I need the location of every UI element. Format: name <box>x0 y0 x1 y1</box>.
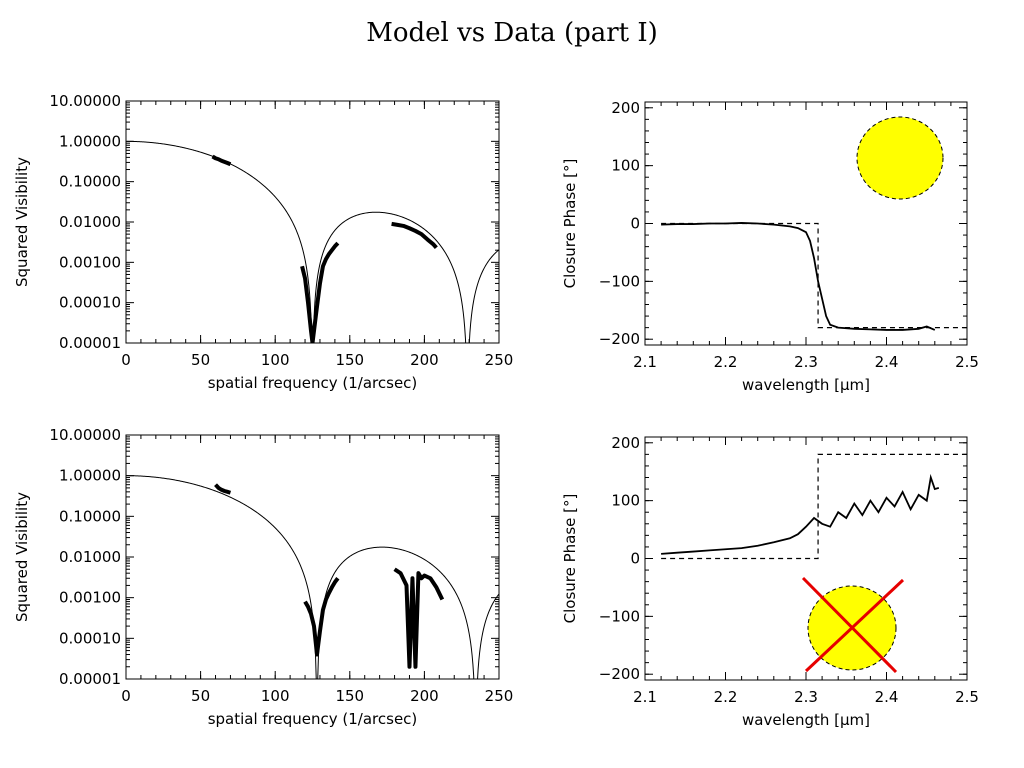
y-tick-label: −200 <box>599 330 640 348</box>
x-tick-label: 2.5 <box>955 688 979 706</box>
plot-frame <box>125 100 500 344</box>
y-tick-label: 10.00000 <box>49 92 121 110</box>
series-model-line <box>661 453 967 560</box>
y-axis-label: Closure Phase [°] <box>561 159 579 289</box>
series-data-segment <box>303 577 340 657</box>
x-tick-label: 2.1 <box>633 353 657 371</box>
y-axis-label: Closure Phase [°] <box>561 494 579 624</box>
x-tick-label: 2.4 <box>875 688 899 706</box>
y-tick-label: 0.00010 <box>59 294 121 312</box>
series-data-segment <box>211 154 232 167</box>
y-tick-label: 0.01000 <box>59 548 121 566</box>
series-data-line <box>661 473 940 555</box>
y-tick-label: 0 <box>630 550 640 568</box>
x-tick-label: 150 <box>335 351 364 369</box>
y-tick-label: 10.00000 <box>49 426 121 444</box>
y-tick-label: 0.10000 <box>59 173 121 191</box>
x-axis-label: wavelength [μm] <box>742 376 870 394</box>
y-tick-label: 0 <box>630 215 640 233</box>
x-axis-label: wavelength [μm] <box>742 711 870 729</box>
slide-title: Model vs Data (part I) <box>366 18 658 48</box>
x-tick-label: 150 <box>335 687 364 705</box>
y-tick-label: 200 <box>611 434 640 452</box>
red-cross-icon <box>804 578 905 673</box>
red-cross-icon <box>801 576 898 674</box>
y-tick-label: 1.00000 <box>59 132 121 150</box>
x-tick-label: 250 <box>485 351 514 369</box>
chart-cp-top: 2.1 2.2 2.3 2.4 2.5 −200 −100 0 100 200 wavelength… <box>561 99 979 394</box>
chart-vis-bottom: 0 50 100 150 200 250 0.00001 0.00010 0.00100 0.01… <box>13 426 513 728</box>
series-data-segment <box>393 567 445 669</box>
x-tick-label: 50 <box>191 687 210 705</box>
x-axis-label: spatial frequency (1/arcsec) <box>208 374 418 392</box>
x-tick-label: 2.2 <box>714 353 738 371</box>
x-tick-label: 2.1 <box>633 688 657 706</box>
y-tick-label: 0.00100 <box>59 253 121 271</box>
x-tick-label: 200 <box>410 687 439 705</box>
x-tick-label: 0 <box>121 687 131 705</box>
series-model-line <box>661 222 967 329</box>
x-tick-label: 2.3 <box>794 353 818 371</box>
series-data-segment <box>391 221 438 250</box>
y-tick-label: 0.00001 <box>59 670 121 688</box>
y-tick-label: 0.00010 <box>59 629 121 647</box>
y-tick-label: 100 <box>611 492 640 510</box>
y-tick-label: 0.00100 <box>59 589 121 607</box>
x-tick-label: 100 <box>261 687 290 705</box>
series-data-segment <box>300 241 340 343</box>
x-tick-label: 100 <box>261 351 290 369</box>
chart-cp-bottom: 2.1 2.2 2.3 2.4 2.5 −200 −100 0 100 200 wavelength… <box>561 434 979 729</box>
y-tick-label: −100 <box>599 607 640 625</box>
y-tick-label: 0.10000 <box>59 507 121 525</box>
chart-vis-top: 0 50 100 150 200 250 0.00001 0.00010 0.00100 0.01… <box>13 92 513 392</box>
x-tick-label: 200 <box>410 351 439 369</box>
y-tick-label: 100 <box>611 157 640 175</box>
y-tick-label: −100 <box>599 272 640 290</box>
series-model-curve <box>126 140 499 343</box>
uniform-disk-icon <box>856 116 944 200</box>
x-tick-label: 2.5 <box>955 353 979 371</box>
y-tick-label: 0.00001 <box>59 334 121 352</box>
x-tick-label: 2.3 <box>794 688 818 706</box>
x-tick-label: 50 <box>191 351 210 369</box>
y-axis-label: Squared Visibility <box>13 157 31 287</box>
x-tick-label: 0 <box>121 351 131 369</box>
series-data-segment <box>214 483 232 495</box>
plot-frame <box>125 434 500 680</box>
y-tick-label: −200 <box>599 665 640 683</box>
x-tick-label: 2.2 <box>714 688 738 706</box>
y-tick-label: 0.01000 <box>59 213 121 231</box>
y-axis-label: Squared Visibility <box>13 492 31 622</box>
y-tick-label: 200 <box>611 99 640 117</box>
y-tick-label: 1.00000 <box>59 467 121 485</box>
series-data-line <box>661 222 936 331</box>
x-tick-label: 250 <box>485 687 514 705</box>
x-tick-label: 2.4 <box>875 353 899 371</box>
x-axis-label: spatial frequency (1/arcsec) <box>208 710 418 728</box>
